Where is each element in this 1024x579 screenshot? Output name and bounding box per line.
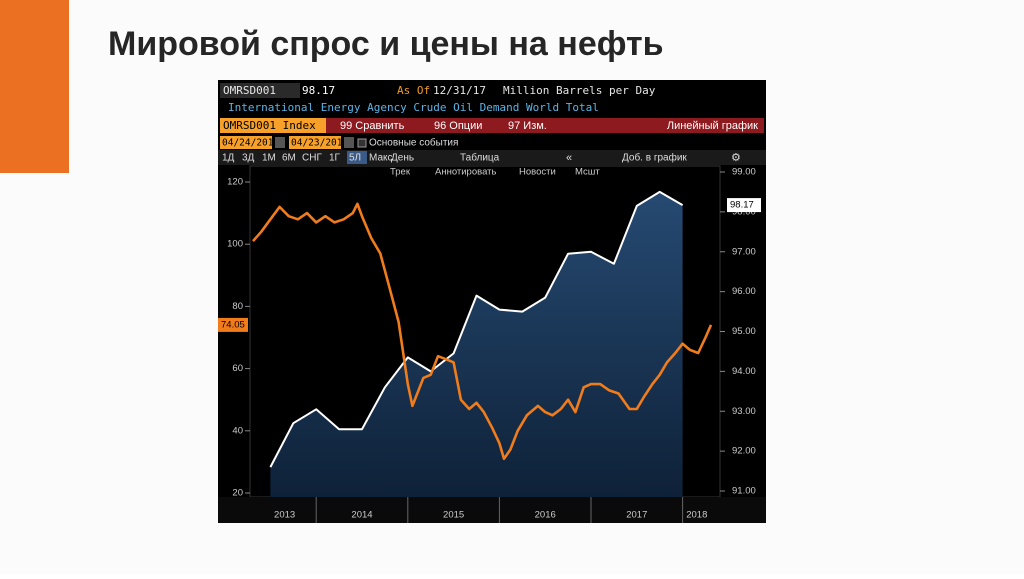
period-button[interactable]: 5Л: [349, 153, 361, 164]
y2-tick-label: 96.00: [732, 286, 756, 297]
date-from: 04/24/2013: [222, 138, 279, 149]
x-tick-label: 2015: [443, 510, 464, 521]
demand-last-label: 98.17: [730, 200, 754, 211]
y2-tick-label: 95.00: [732, 326, 756, 337]
security: OMRSD001 Index: [223, 119, 316, 132]
period-button[interactable]: Макс: [369, 153, 393, 164]
tool-button[interactable]: Трек: [390, 167, 411, 178]
oil-line: [252, 202, 713, 461]
slide-title: Мировой спрос и цены на нефть: [108, 25, 664, 63]
date-to-box[interactable]: [289, 136, 341, 149]
last: 98.17: [302, 84, 335, 97]
ticker-box: [220, 83, 300, 98]
y2-tick-label: 99.00: [732, 167, 756, 178]
table[interactable]: Таблица: [460, 152, 500, 164]
settings[interactable]: ⚙: [731, 152, 741, 164]
date-from-box[interactable]: [220, 136, 272, 149]
y2-tick-label: 97.00: [732, 246, 756, 257]
x-tick-label: 2018: [686, 510, 707, 521]
date-to: 04/23/2018: [291, 138, 348, 149]
y2-tick-label: 91.00: [732, 486, 756, 497]
y-tick-label: 120: [227, 177, 243, 188]
oil-last-tag: [218, 317, 248, 332]
y-tick-label: 20: [232, 488, 243, 499]
collapse[interactable]: «: [566, 152, 572, 164]
y2-tick-label: 93.00: [732, 406, 756, 417]
period-button[interactable]: 3Д: [242, 153, 255, 164]
x-tick-label: 2016: [535, 510, 556, 521]
period-button[interactable]: 1Д: [222, 153, 235, 164]
as-of: 12/31/17: [433, 84, 486, 97]
x-tick-label: 2013: [274, 510, 295, 521]
period-active: [347, 151, 367, 164]
description: International Energy Agency Crude Oil De…: [228, 101, 599, 114]
chart-kind[interactable]: Линейный график: [667, 120, 758, 132]
accent-bar: [0, 0, 69, 173]
calendar-icon[interactable]: [344, 137, 354, 148]
demand-line: [269, 190, 684, 468]
period-button[interactable]: 6М: [282, 153, 296, 164]
y2-tick-label: 94.00: [732, 366, 756, 377]
oil-last-label: 74.05: [221, 319, 245, 330]
tool-button[interactable]: Мсшт: [575, 167, 600, 178]
x-tick-label: 2017: [626, 510, 647, 521]
x-axis-band: [218, 497, 766, 523]
units: Million Barrels per Day: [503, 84, 656, 97]
y-tick-label: 100: [227, 239, 243, 250]
period-button[interactable]: 1Г: [329, 153, 341, 164]
tool-button[interactable]: Новости: [519, 167, 556, 178]
tool-button[interactable]: Аннотировать: [435, 167, 496, 178]
menu-bar: [326, 118, 764, 133]
period-button[interactable]: СНГ: [302, 153, 322, 164]
period-button[interactable]: 1М: [262, 153, 276, 164]
as-of-label: As Of: [397, 84, 430, 97]
add[interactable]: Доб. в график: [622, 152, 687, 164]
ticker: OMRSD001: [223, 84, 276, 97]
demand-last-tag: [727, 198, 761, 213]
x-tick-label: 2014: [351, 510, 372, 521]
options[interactable]: 96 Опции: [434, 120, 482, 132]
calendar-icon[interactable]: [275, 137, 285, 148]
security-box: [220, 118, 326, 133]
y2-tick-label: 92.00: [732, 446, 756, 457]
demand-area: [270, 191, 683, 497]
y-tick-label: 40: [232, 425, 243, 436]
y-tick-label: 60: [232, 363, 243, 374]
edit[interactable]: 97 Изм.: [508, 120, 547, 132]
frequency[interactable]: День: [391, 153, 414, 164]
y-tick-label: 80: [232, 301, 243, 312]
events[interactable]: Основные события: [369, 137, 458, 149]
checkbox[interactable]: [357, 138, 367, 148]
compare[interactable]: 99 Сравнить: [340, 120, 405, 132]
